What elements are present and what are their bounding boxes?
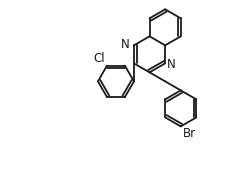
Text: N: N [121, 38, 129, 51]
Text: N: N [167, 58, 175, 71]
Text: Br: Br [183, 127, 196, 140]
Text: Cl: Cl [93, 52, 105, 65]
